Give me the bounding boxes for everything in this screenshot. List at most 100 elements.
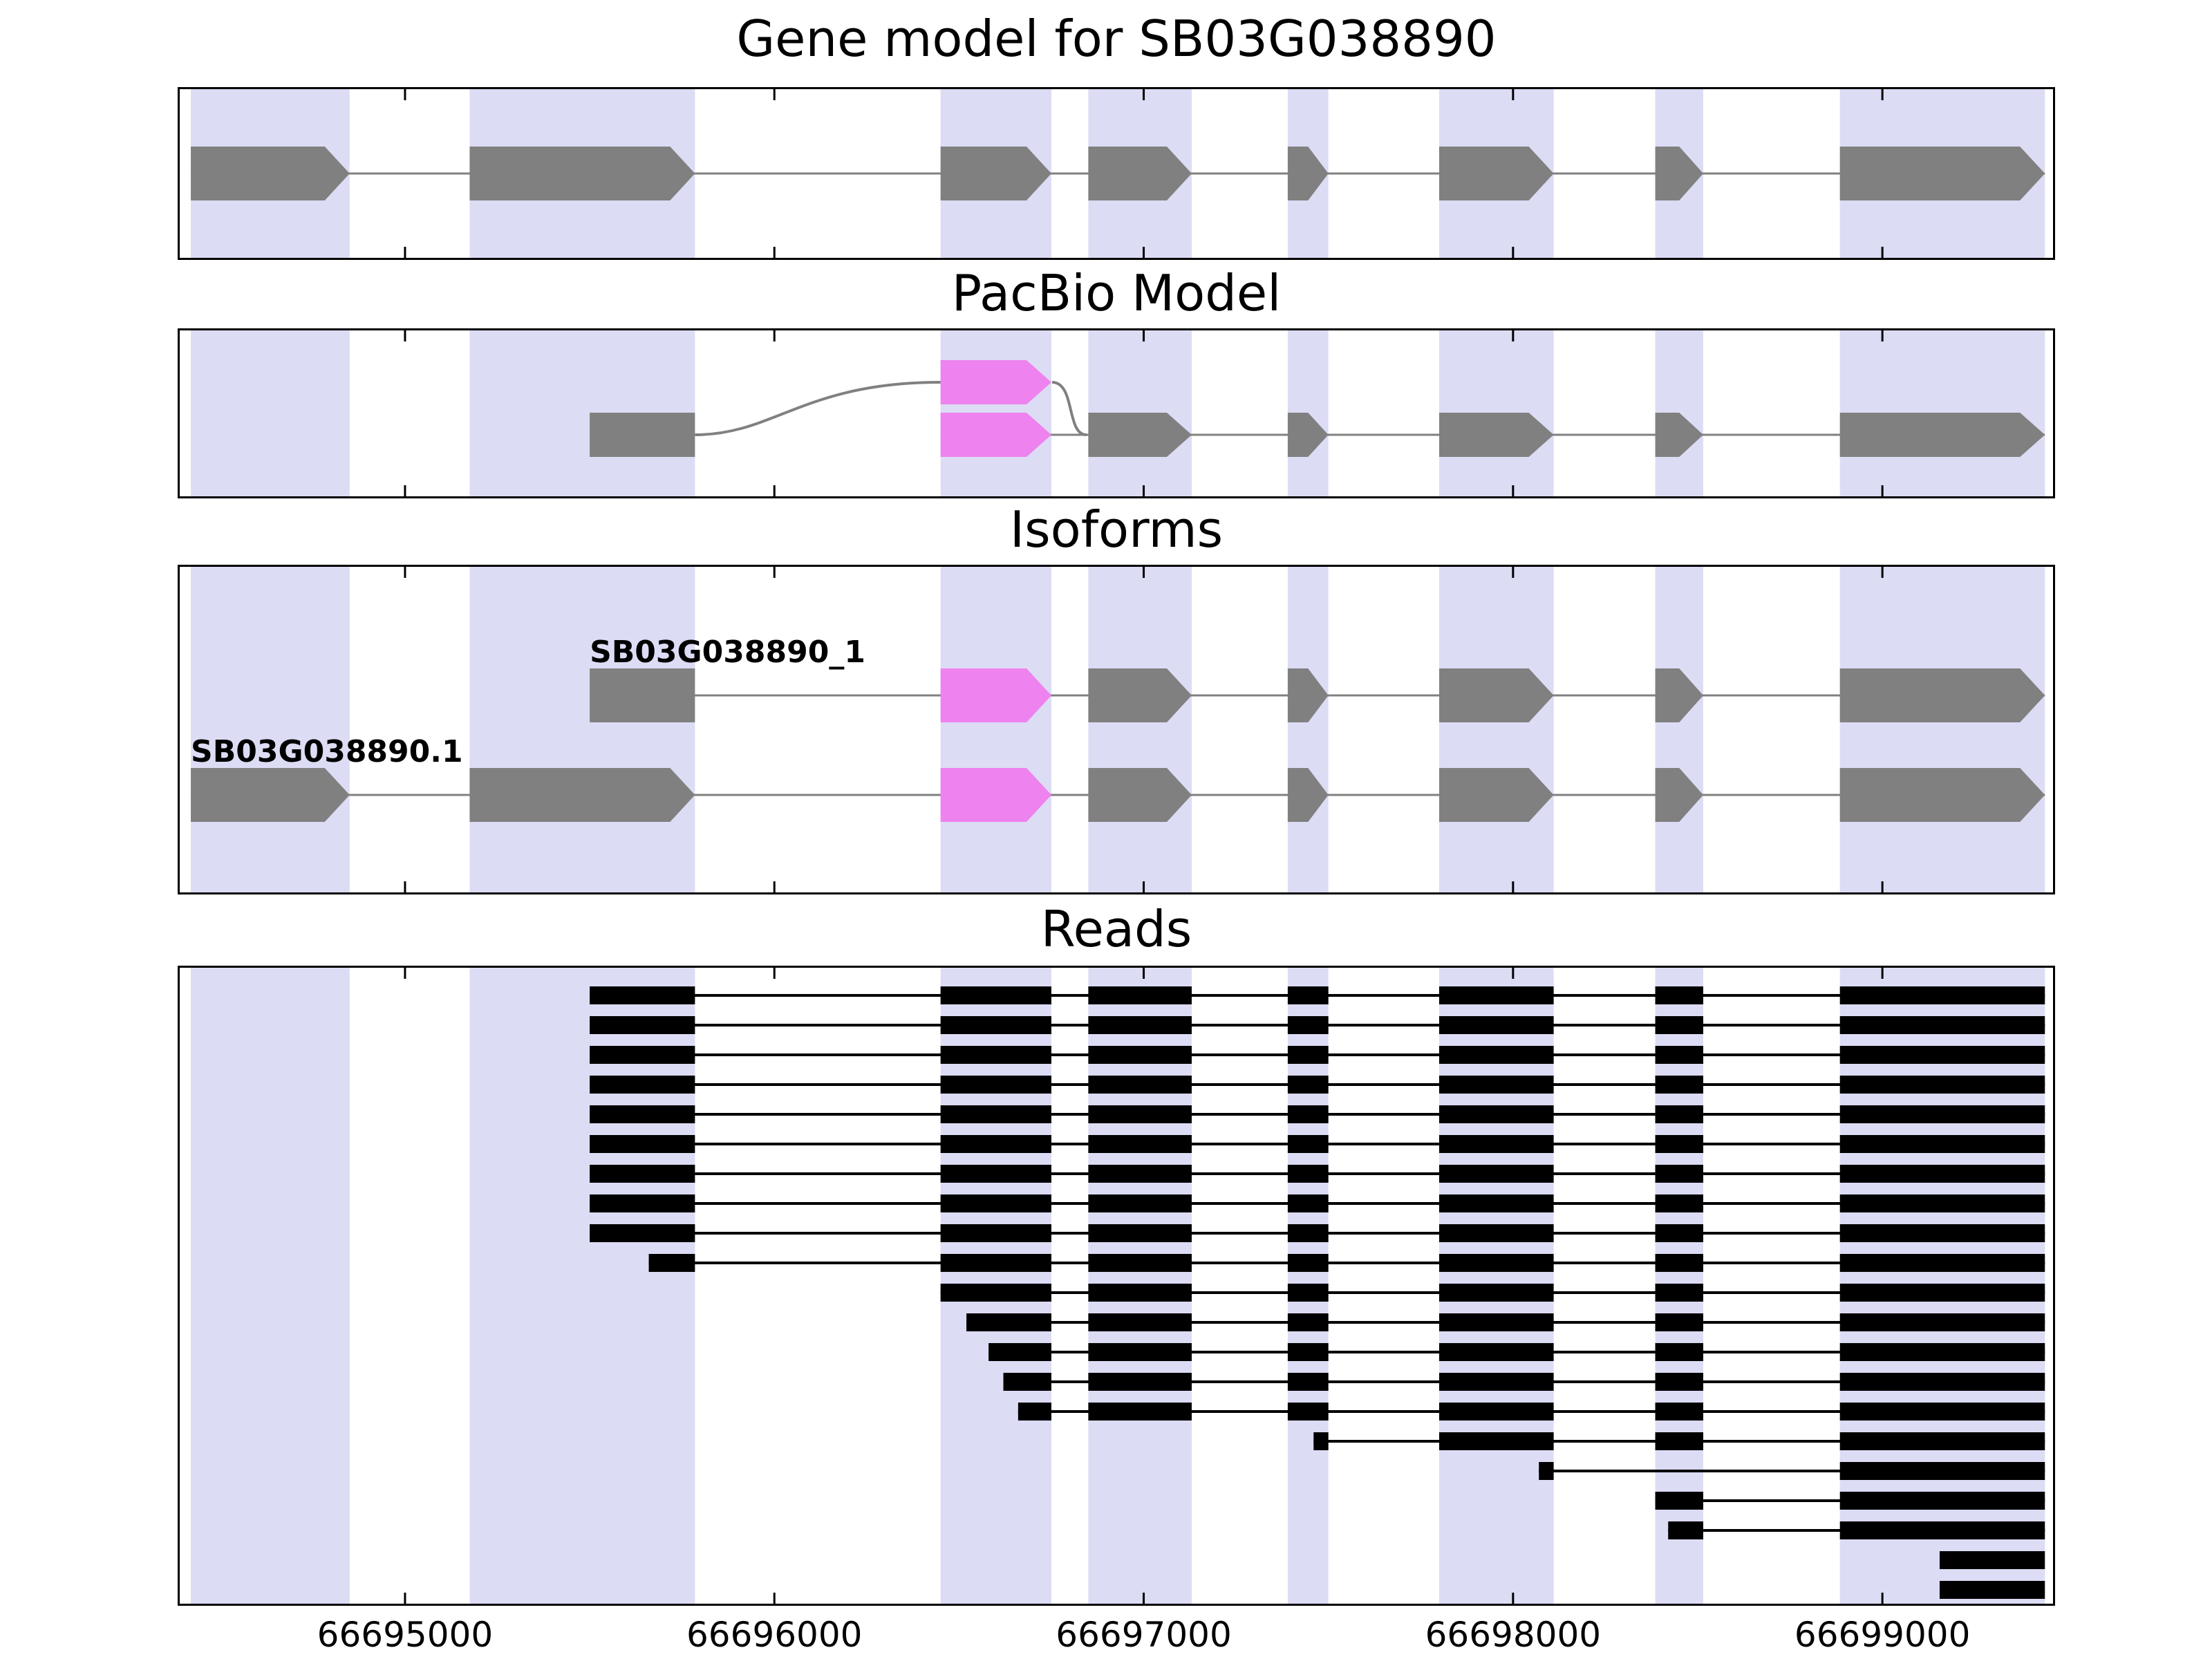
read-block: [1287, 1343, 1329, 1361]
read-block: [1939, 1581, 2045, 1599]
read-block: [1287, 1313, 1329, 1331]
read-block: [1655, 1224, 1704, 1242]
read-block: [940, 1076, 1051, 1094]
read-block: [1287, 1046, 1329, 1064]
panel-title-isoforms: Isoforms: [1009, 500, 1224, 559]
read-block: [1668, 1521, 1704, 1539]
pacbio-junction-curve-down: [1051, 381, 1087, 436]
read-block: [1839, 1076, 2045, 1094]
read-block: [1088, 1165, 1192, 1183]
read-block: [1088, 986, 1192, 1004]
read-block: [988, 1343, 1051, 1361]
isoform-label: SB03G038890.1: [191, 734, 463, 769]
panel-isoforms: SB03G038890_1 SB03G038890.1: [178, 565, 2055, 894]
panel-reads: [178, 966, 2055, 1606]
read-block: [1287, 1016, 1329, 1034]
read-block: [1438, 1254, 1554, 1272]
read-block: [1088, 1046, 1192, 1064]
read-block: [940, 1194, 1051, 1212]
x-tick-label: 66695000: [317, 1615, 494, 1655]
pacbio-highlight-exon: [940, 360, 1051, 404]
read-block: [1438, 1046, 1554, 1064]
exon-highlight-band: [1655, 567, 1704, 892]
read-block: [1839, 1521, 2045, 1539]
gene-exon: [1839, 147, 2045, 200]
exon-highlight-band: [1287, 567, 1329, 892]
isoform-exon: [1438, 768, 1554, 822]
exon-highlight-band: [1088, 567, 1192, 892]
read-block: [1839, 1284, 2045, 1302]
read-block: [1088, 1313, 1192, 1331]
read-block: [1655, 1432, 1704, 1450]
exon-highlight-band: [1839, 567, 2045, 892]
exon-highlight-band: [940, 567, 1051, 892]
read-block: [1088, 1373, 1192, 1391]
read-block: [1018, 1403, 1051, 1421]
exon-highlight-band: [1438, 567, 1554, 892]
panel-title-pacbio: PacBio Model: [951, 264, 1282, 322]
read-block: [1839, 1343, 2045, 1361]
panel-gene-svg: [191, 89, 2045, 258]
pacbio-junction-curve-up: [695, 381, 941, 436]
panel-pacbio-svg: [191, 330, 2045, 496]
read-block: [1287, 1403, 1329, 1421]
read-block: [1438, 1165, 1554, 1183]
read-block: [590, 1016, 695, 1034]
read-block: [1839, 1432, 2045, 1450]
read-block: [1655, 1403, 1704, 1421]
read-block: [1287, 986, 1329, 1004]
isoform-exon: [1287, 768, 1329, 822]
panel-title-gene-model: Gene model for SB03G038890: [736, 10, 1497, 68]
read-block: [1839, 1403, 2045, 1421]
pacbio-exon: [1287, 413, 1329, 457]
exon-highlight-band: [469, 567, 695, 892]
read-block: [1088, 1224, 1192, 1242]
read-block: [1003, 1373, 1051, 1391]
gene-exon: [191, 147, 350, 200]
read-block: [1438, 1105, 1554, 1123]
read-block: [1088, 1343, 1192, 1361]
read-block: [940, 1165, 1051, 1183]
x-axis-tick-labels: 66695000 66696000 66697000 66698000 66699000: [180, 1615, 2053, 1656]
isoform-exon: [1839, 768, 2045, 822]
pacbio-exon: [1655, 413, 1704, 457]
read-block: [1655, 1254, 1704, 1272]
read-block: [966, 1313, 1051, 1331]
panel-pacbio-model: [178, 328, 2055, 498]
exon-highlight-band: [191, 968, 350, 1604]
read-block: [1655, 1016, 1704, 1034]
read-block: [1088, 1403, 1192, 1421]
read-block: [590, 1135, 695, 1153]
isoform-exon: [1088, 668, 1192, 722]
read-block: [1939, 1551, 2045, 1569]
isoform-exon: [191, 768, 350, 822]
read-block: [940, 1105, 1051, 1123]
read-block: [1839, 1105, 2045, 1123]
gene-exon: [469, 147, 695, 200]
read-block: [1839, 1046, 2045, 1064]
pacbio-exon: [1438, 413, 1554, 457]
read-block: [1839, 1194, 2045, 1212]
read-block: [648, 1254, 695, 1272]
gene-exon: [940, 147, 1051, 200]
gene-exon: [1655, 147, 1704, 200]
read-block: [1287, 1224, 1329, 1242]
read-block: [1438, 1403, 1554, 1421]
read-block: [590, 1194, 695, 1212]
read-block: [1655, 1076, 1704, 1094]
read-block: [1287, 1135, 1329, 1153]
read-block: [1438, 1343, 1554, 1361]
read-block: [1438, 1224, 1554, 1242]
read-block: [1088, 1105, 1192, 1123]
read-block: [1287, 1254, 1329, 1272]
read-block: [1655, 1194, 1704, 1212]
read-block: [590, 1105, 695, 1123]
read-block: [1839, 986, 2045, 1004]
read-block: [1655, 1135, 1704, 1153]
exon-highlight-band: [469, 968, 695, 1604]
isoform-exon: [1655, 668, 1704, 722]
panel-gene-model: [178, 87, 2055, 260]
read-block: [1655, 1492, 1704, 1510]
read-block: [590, 1046, 695, 1064]
